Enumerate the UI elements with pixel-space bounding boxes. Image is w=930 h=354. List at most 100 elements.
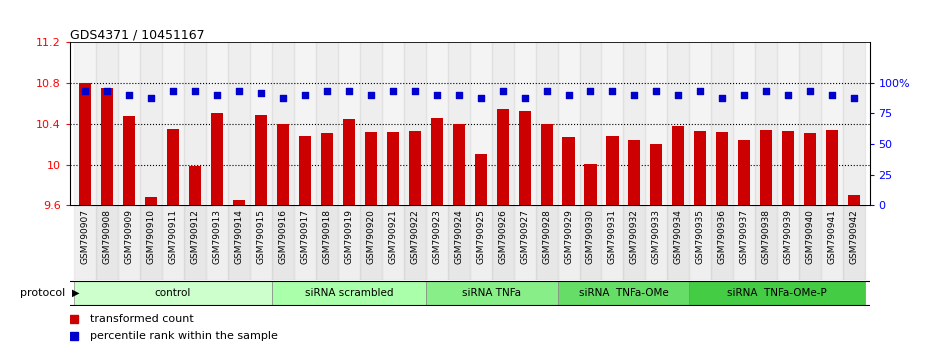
Bar [162,205,184,280]
Bar [123,116,135,205]
Point [759,88,774,94]
Text: GSM790911: GSM790911 [168,209,178,264]
Text: GSM790914: GSM790914 [234,209,244,264]
Text: siRNA  TNFa-OMe: siRNA TNFa-OMe [578,288,669,298]
Text: GSM790922: GSM790922 [410,209,419,264]
Bar [426,281,558,305]
Text: GSM790926: GSM790926 [498,209,507,264]
Text: GSM790918: GSM790918 [323,209,331,264]
Bar [404,42,426,205]
Point [825,92,840,98]
Bar [79,83,91,205]
Point [430,92,445,98]
Point [561,92,576,98]
Bar [519,111,531,205]
Bar [272,42,294,205]
Bar [844,42,865,205]
Bar [558,281,689,305]
Bar [826,130,838,205]
Bar [426,205,447,280]
Point [605,88,620,94]
Bar [513,205,536,280]
Bar [145,197,157,205]
Point [100,88,114,94]
Bar [272,281,426,305]
Bar [645,205,668,280]
Point [781,92,796,98]
Bar [294,205,316,280]
Bar [623,42,645,205]
Text: GSM790940: GSM790940 [805,209,815,264]
Point [627,92,642,98]
Bar [579,42,602,205]
Bar [228,42,250,205]
Bar [184,205,206,280]
Bar [540,124,552,205]
Text: GSM790910: GSM790910 [147,209,155,264]
Bar [277,124,289,205]
Point [495,88,510,94]
Bar [74,42,96,205]
Bar [782,131,794,205]
Bar [777,205,799,280]
Point [407,88,422,94]
Point [78,88,93,94]
Bar [96,42,118,205]
Bar [470,205,492,280]
Bar [602,42,623,205]
Bar [711,205,734,280]
Point [143,95,158,101]
Point [693,88,708,94]
Point [473,95,488,101]
Point [803,88,817,94]
Text: GSM790927: GSM790927 [520,209,529,264]
Text: percentile rank within the sample: percentile rank within the sample [89,331,278,341]
Text: GSM790909: GSM790909 [125,209,134,264]
Bar [101,88,113,205]
Bar [228,205,250,280]
Bar [206,42,228,205]
Text: siRNA TNFa: siRNA TNFa [462,288,521,298]
Bar [777,42,799,205]
Point [671,92,685,98]
Bar [365,132,377,205]
Text: GSM790936: GSM790936 [718,209,727,264]
Bar [387,132,399,205]
Point [451,92,466,98]
Bar [711,42,734,205]
Bar [645,42,668,205]
Text: GSM790933: GSM790933 [652,209,661,264]
Point [209,92,224,98]
Text: protocol: protocol [20,288,65,298]
Text: GSM790938: GSM790938 [762,209,771,264]
Point [122,92,137,98]
Bar [799,42,821,205]
Bar [821,205,844,280]
Text: GDS4371 / 10451167: GDS4371 / 10451167 [70,28,205,41]
Bar [738,140,751,205]
Bar [360,42,381,205]
Text: GSM790912: GSM790912 [191,209,200,264]
Bar [408,131,420,205]
Bar [453,124,465,205]
Bar [470,42,492,205]
Text: GSM790907: GSM790907 [81,209,89,264]
Bar [695,131,707,205]
Bar [755,205,777,280]
Point [385,88,400,94]
Bar [447,205,470,280]
Text: GSM790937: GSM790937 [739,209,749,264]
Point [715,95,730,101]
Bar [431,118,443,205]
Bar [760,130,772,205]
Bar [536,42,558,205]
Bar [232,200,245,205]
Text: GSM790921: GSM790921 [388,209,397,264]
Bar [74,205,96,280]
Bar [513,42,536,205]
Text: GSM790939: GSM790939 [784,209,792,264]
Bar [536,205,558,280]
Bar [316,42,338,205]
Bar [381,205,404,280]
Bar [716,132,728,205]
